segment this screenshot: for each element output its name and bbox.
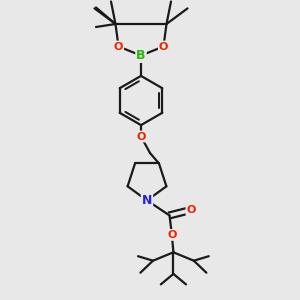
Text: B: B [136, 49, 146, 62]
Text: N: N [142, 194, 152, 207]
Text: O: O [159, 41, 168, 52]
Text: O: O [167, 230, 177, 240]
Text: O: O [186, 205, 196, 215]
Text: O: O [136, 131, 146, 142]
Text: O: O [114, 41, 123, 52]
